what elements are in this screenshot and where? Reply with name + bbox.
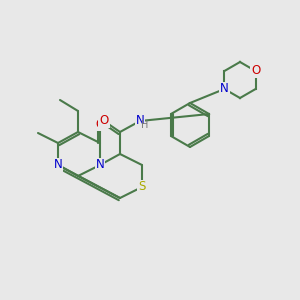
- Text: N: N: [136, 115, 144, 128]
- Text: H: H: [141, 120, 149, 130]
- Text: S: S: [138, 181, 146, 194]
- Text: O: O: [251, 64, 260, 77]
- Text: O: O: [95, 118, 105, 130]
- Text: N: N: [220, 82, 229, 95]
- Text: N: N: [96, 158, 104, 172]
- Text: O: O: [99, 115, 109, 128]
- Text: N: N: [54, 158, 62, 172]
